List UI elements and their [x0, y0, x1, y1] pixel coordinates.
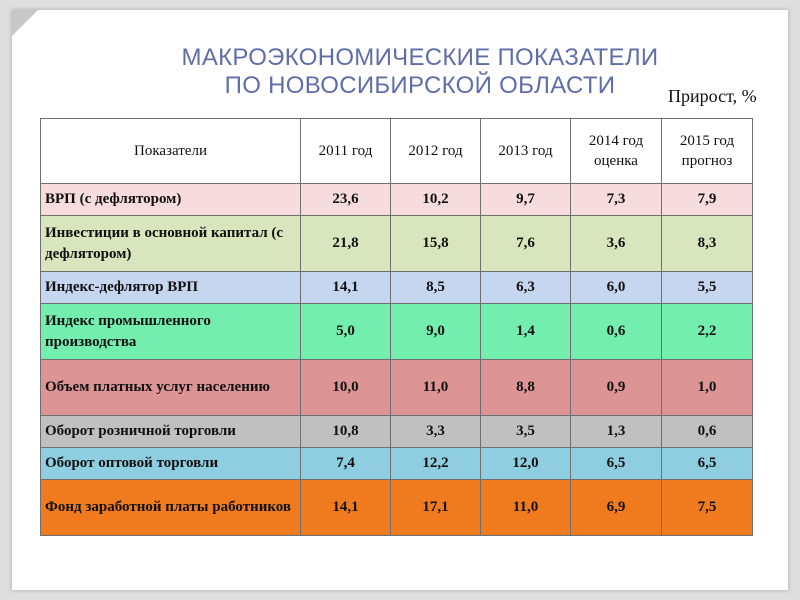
- indicator-name: Фонд заработной платы работников: [40, 479, 301, 536]
- value-cell: 2,2: [661, 303, 753, 360]
- value-cell: 7,4: [300, 447, 391, 480]
- value-cell: 14,1: [300, 271, 391, 304]
- slide-corner-decoration: [12, 10, 38, 36]
- table-row: Индекс-дефлятор ВРП 14,1 8,5 6,3 6,0 5,5: [40, 271, 753, 304]
- column-header: 2015 год прогноз: [661, 118, 753, 184]
- value-cell: 8,8: [480, 359, 571, 416]
- column-header: 2013 год: [480, 118, 571, 184]
- value-cell: 10,2: [390, 183, 481, 216]
- value-cell: 5,0: [300, 303, 391, 360]
- column-header: 2011 год: [300, 118, 391, 184]
- value-cell: 8,5: [390, 271, 481, 304]
- value-cell: 11,0: [390, 359, 481, 416]
- value-cell: 7,5: [661, 479, 753, 536]
- value-cell: 9,0: [390, 303, 481, 360]
- value-cell: 6,5: [661, 447, 753, 480]
- value-cell: 7,3: [570, 183, 662, 216]
- value-cell: 23,6: [300, 183, 391, 216]
- value-cell: 6,0: [570, 271, 662, 304]
- value-cell: 10,0: [300, 359, 391, 416]
- table-row: Фонд заработной платы работников 14,1 17,1…: [40, 479, 753, 536]
- table-row: ВРП (с дефлятором) 23,6 10,2 9,7 7,3 7,9: [40, 183, 753, 216]
- value-cell: 5,5: [661, 271, 753, 304]
- page-title: МАКРОЭКОНОМИЧЕСКИЕ ПОКАЗАТЕЛИ ПО НОВОСИБ…: [100, 44, 740, 100]
- indicator-name: ВРП (с дефлятором): [40, 183, 301, 216]
- value-cell: 3,3: [390, 415, 481, 448]
- value-cell: 6,5: [570, 447, 662, 480]
- value-cell: 7,6: [480, 215, 571, 272]
- value-cell: 1,0: [661, 359, 753, 416]
- value-cell: 17,1: [390, 479, 481, 536]
- value-cell: 0,6: [570, 303, 662, 360]
- indicator-name: Инвестиции в основной капитал (с дефлято…: [40, 215, 301, 272]
- table-row: Индекс промышленного производства 5,0 9,0 1…: [40, 303, 753, 360]
- table-row: Оборот оптовой торговли 7,4 12,2 12,0 6,5 6,5: [40, 447, 753, 480]
- value-cell: 9,7: [480, 183, 571, 216]
- indicator-name: Объем платных услуг населению: [40, 359, 301, 416]
- value-cell: 1,3: [570, 415, 662, 448]
- title-line-1: МАКРОЭКОНОМИЧЕСКИЕ ПОКАЗАТЕЛИ: [181, 44, 659, 71]
- title-line-2: ПО НОВОСИБИРСКОЙ ОБЛАСТИ: [224, 72, 616, 99]
- indicators-table: Показатели 2011 год 2012 год 2013 год 20…: [40, 118, 753, 536]
- value-cell: 6,9: [570, 479, 662, 536]
- table-header-row: Показатели 2011 год 2012 год 2013 год 20…: [40, 118, 753, 184]
- table-row: Инвестиции в основной капитал (с дефлято…: [40, 215, 753, 272]
- value-cell: 3,5: [480, 415, 571, 448]
- column-header: 2014 год оценка: [570, 118, 662, 184]
- column-header: Показатели: [40, 118, 301, 184]
- value-cell: 6,3: [480, 271, 571, 304]
- value-cell: 8,3: [661, 215, 753, 272]
- column-header: 2012 год: [390, 118, 481, 184]
- indicator-name: Оборот оптовой торговли: [40, 447, 301, 480]
- table-row: Объем платных услуг населению 10,0 11,0 8,8…: [40, 359, 753, 416]
- value-cell: 12,0: [480, 447, 571, 480]
- value-cell: 10,8: [300, 415, 391, 448]
- value-cell: 7,9: [661, 183, 753, 216]
- value-cell: 3,6: [570, 215, 662, 272]
- value-cell: 0,6: [661, 415, 753, 448]
- value-cell: 12,2: [390, 447, 481, 480]
- indicator-name: Индекс промышленного производства: [40, 303, 301, 360]
- value-cell: 15,8: [390, 215, 481, 272]
- indicator-name: Оборот розничной торговли: [40, 415, 301, 448]
- value-cell: 0,9: [570, 359, 662, 416]
- unit-label: Прирост, %: [668, 86, 757, 106]
- table-row: Оборот розничной торговли 10,8 3,3 3,5 1,3 0,…: [40, 415, 753, 448]
- indicator-name: Индекс-дефлятор ВРП: [40, 271, 301, 304]
- value-cell: 21,8: [300, 215, 391, 272]
- value-cell: 14,1: [300, 479, 391, 536]
- value-cell: 11,0: [480, 479, 571, 536]
- value-cell: 1,4: [480, 303, 571, 360]
